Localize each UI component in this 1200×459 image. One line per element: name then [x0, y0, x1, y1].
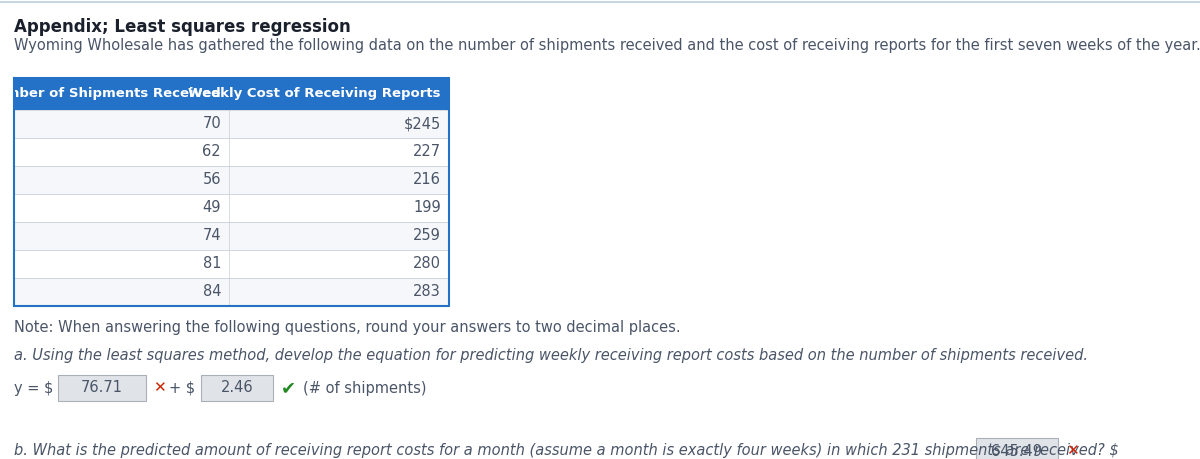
Text: 84: 84: [203, 285, 221, 300]
Text: 645.49: 645.49: [991, 443, 1043, 459]
Text: 56: 56: [203, 173, 221, 187]
Text: ✕: ✕: [154, 381, 166, 396]
Text: ✔: ✔: [281, 379, 296, 397]
Text: Number of Shipments Received: Number of Shipments Received: [0, 88, 221, 101]
Bar: [14, 78, 449, 306]
Text: 62: 62: [203, 145, 221, 159]
Bar: [14, 138, 449, 166]
Text: 74: 74: [203, 229, 221, 244]
Text: a. Using the least squares method, develop the equation for predicting weekly re: a. Using the least squares method, devel…: [14, 348, 1088, 363]
Text: Wyoming Wholesale has gathered the following data on the number of shipments rec: Wyoming Wholesale has gathered the follo…: [14, 38, 1200, 53]
Bar: [14, 194, 449, 222]
Text: 283: 283: [413, 285, 442, 300]
Text: b. What is the predicted amount of receiving report costs for a month (assume a : b. What is the predicted amount of recei…: [14, 443, 1118, 459]
Bar: [14, 166, 449, 194]
Text: 76.71: 76.71: [82, 381, 124, 396]
Bar: [976, 438, 1058, 459]
Text: 259: 259: [413, 229, 442, 244]
Text: 70: 70: [203, 117, 221, 131]
Text: Weekly Cost of Receiving Reports: Weekly Cost of Receiving Reports: [188, 88, 442, 101]
Bar: [14, 110, 449, 138]
Text: Appendix; Least squares regression: Appendix; Least squares regression: [14, 18, 350, 36]
Text: (# of shipments): (# of shipments): [302, 381, 426, 396]
Text: Note: When answering the following questions, round your answers to two decimal : Note: When answering the following quest…: [14, 320, 680, 335]
Text: + $: + $: [169, 381, 196, 396]
Text: 49: 49: [203, 201, 221, 215]
Text: 280: 280: [413, 257, 442, 272]
Bar: [202, 375, 274, 401]
Text: 81: 81: [203, 257, 221, 272]
Text: ✕: ✕: [1066, 443, 1079, 459]
Bar: [14, 78, 449, 110]
Bar: [14, 222, 449, 250]
Text: 2.46: 2.46: [221, 381, 253, 396]
Text: $245: $245: [403, 117, 442, 131]
Bar: [14, 250, 449, 278]
Bar: [14, 278, 449, 306]
Text: 199: 199: [413, 201, 442, 215]
Text: y = $: y = $: [14, 381, 53, 396]
Text: 216: 216: [413, 173, 442, 187]
Text: 227: 227: [413, 145, 442, 159]
Bar: [58, 375, 146, 401]
